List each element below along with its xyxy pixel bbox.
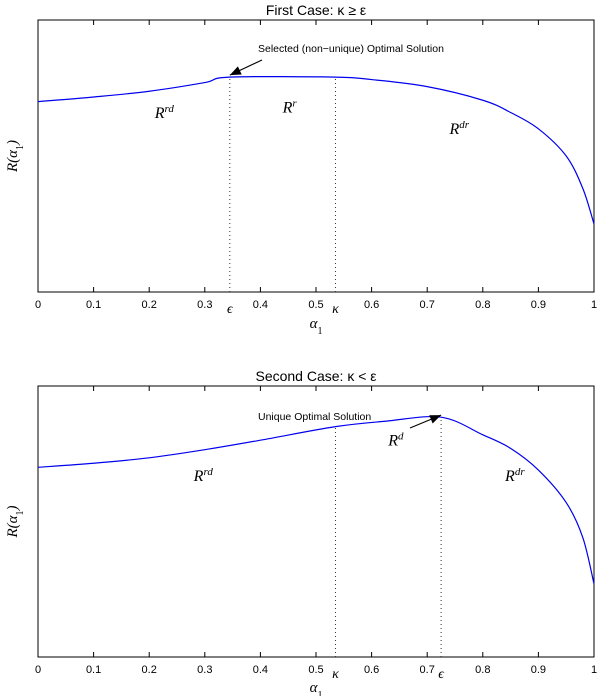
region-label-base: R: [504, 468, 515, 485]
region-label: Rdr: [504, 466, 525, 485]
x-tick-label: 0.8: [475, 664, 490, 676]
x-tick-label: 0.9: [531, 664, 546, 676]
chart-title: First Case: κ ≥ ε: [266, 2, 366, 18]
y-axis-label-close: ): [5, 140, 21, 146]
x-axis-label-sub: 1: [317, 690, 322, 696]
annotation-arrow-head: [229, 66, 242, 76]
special-tick-label: κ: [332, 667, 339, 682]
x-tick-label: 0.5: [308, 664, 323, 676]
region-label-base: R: [282, 99, 293, 116]
region-label: Rrd: [193, 466, 214, 485]
series-line: [37, 416, 595, 584]
x-tick-label: 0.2: [142, 664, 157, 676]
region-label-sup: d: [398, 431, 404, 443]
x-tick-label: 0.1: [86, 664, 101, 676]
y-axis-label-close: ): [5, 505, 21, 511]
x-tick-label: 0.4: [253, 299, 268, 311]
region-label-sup: rd: [203, 466, 213, 478]
x-axis-label-main: α: [310, 316, 319, 332]
x-tick-label: 0.3: [197, 299, 212, 311]
region-label-base: R: [193, 468, 204, 485]
special-tick-label: ϵ: [438, 667, 445, 682]
x-tick-label: 0.7: [420, 664, 435, 676]
x-tick-label: 0.5: [308, 299, 323, 311]
series-line: [37, 76, 595, 225]
y-axis-label-sub: 1: [15, 145, 26, 150]
y-axis-label: R(α1): [5, 505, 26, 538]
x-axis-label: α1: [310, 316, 323, 337]
region-label-sup: dr: [459, 119, 470, 131]
x-tick-label: 1: [591, 299, 597, 311]
x-axis-label: α1: [310, 680, 323, 696]
y-axis-label-sub: 1: [15, 510, 26, 515]
x-axis-label-main: α: [310, 680, 319, 696]
annotation-text: Unique Optimal Solution: [258, 411, 371, 423]
x-tick-label: 0.2: [142, 299, 157, 311]
annotation-text: Selected (non−unique) Optimal Solution: [258, 43, 444, 55]
region-label: Rd: [387, 431, 404, 450]
x-tick-label: 1: [591, 664, 597, 676]
region-label: Rdr: [448, 119, 469, 138]
y-axis-label-main: R(α: [5, 514, 21, 538]
plot-frame: [37, 19, 595, 293]
region-label: Rr: [282, 97, 298, 116]
region-label-base: R: [387, 433, 398, 450]
x-tick-label: 0.8: [475, 299, 490, 311]
x-tick-label: 0.6: [364, 664, 379, 676]
x-tick-label: 0.1: [86, 299, 101, 311]
annotation-arrow-head: [429, 415, 442, 424]
x-tick-label: 0: [35, 299, 41, 311]
x-tick-label: 0.9: [531, 299, 546, 311]
chart-title: Second Case: κ < ε: [255, 368, 376, 384]
region-label-base: R: [154, 105, 165, 122]
region-label: Rrd: [154, 103, 175, 122]
x-tick-label: 0: [35, 664, 41, 676]
chart-panel-1: First Case: κ ≥ ε 0 0.1 0.2 0.3 0.4 0.5 0.6 0.7 0…: [5, 2, 597, 337]
special-tick-label: κ: [332, 302, 339, 317]
x-tick-label: 0.4: [253, 664, 268, 676]
y-axis-label: R(α1): [5, 140, 26, 173]
x-tick-label: 0.3: [197, 664, 212, 676]
plot-frame: [37, 385, 595, 658]
x-axis-label-sub: 1: [317, 326, 322, 337]
region-label-sup: rd: [165, 103, 175, 115]
special-tick-label: ϵ: [227, 302, 234, 317]
region-label-base: R: [448, 121, 459, 138]
x-tick-label: 0.7: [420, 299, 435, 311]
region-label-sup: dr: [515, 466, 526, 478]
y-axis-label-main: R(α: [5, 149, 21, 173]
chart-panel-2: Second Case: κ < ε 0 0.1 0.2 0.3 0.4 0.5 0.6 0.7…: [5, 368, 597, 696]
x-tick-label: 0.6: [364, 299, 379, 311]
region-label-sup: r: [292, 97, 297, 109]
